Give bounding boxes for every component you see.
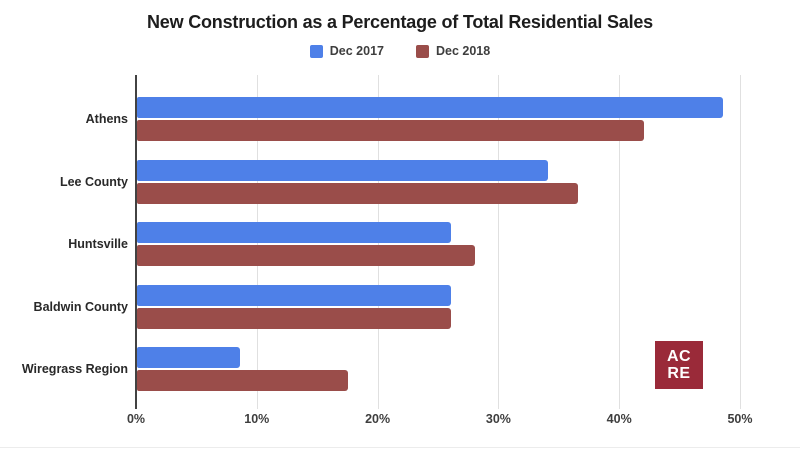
category-label-athens: Athens xyxy=(85,112,128,126)
bar-dec-2018-athens xyxy=(137,120,645,141)
bar-dec-2018-wiregrass-region xyxy=(137,370,349,391)
legend-item-dec-2017: Dec 2017 xyxy=(309,44,384,58)
gridline-50 xyxy=(740,75,741,409)
x-tick-label-10: 10% xyxy=(244,412,270,426)
plot-area xyxy=(135,75,760,409)
acre-logo-line1: AC xyxy=(666,348,692,365)
legend-swatch-icon xyxy=(416,44,429,58)
gridline-40 xyxy=(619,75,621,409)
acre-logo-line2: RE xyxy=(667,365,691,382)
bar-dec-2018-huntsville xyxy=(137,245,476,266)
x-tick-label-50: 50% xyxy=(727,412,753,426)
bar-dec-2017-huntsville xyxy=(137,222,452,243)
legend-swatch-icon xyxy=(309,44,323,58)
bar-dec-2017-lee-county xyxy=(137,159,548,181)
bar-dec-2017-wiregrass-region xyxy=(137,347,240,368)
category-label-lee-county: Lee County xyxy=(59,174,128,189)
chart-legend: Dec 2017 Dec 2018 xyxy=(0,44,800,58)
bottom-edge-divider xyxy=(0,447,800,448)
bar-dec-2017-athens xyxy=(137,97,723,118)
bar-dec-2017-baldwin-county xyxy=(137,284,452,306)
y-axis-line xyxy=(135,75,137,409)
legend-label: Dec 2018 xyxy=(436,44,491,58)
acre-logo: AC RE xyxy=(655,341,703,389)
legend-label: Dec 2017 xyxy=(329,44,384,58)
bar-dec-2018-baldwin-county xyxy=(137,307,452,329)
legend-item-dec-2018: Dec 2018 xyxy=(416,44,490,58)
x-tick-label-20: 20% xyxy=(365,412,391,426)
x-tick-label-40: 40% xyxy=(606,412,632,426)
gridline-30 xyxy=(498,75,500,409)
category-label-huntsville: Huntsville xyxy=(68,237,128,251)
chart-title: New Construction as a Percentage of Tota… xyxy=(146,12,653,32)
x-tick-label-0: 0% xyxy=(126,412,146,426)
category-label-baldwin-county: Baldwin County xyxy=(33,299,128,314)
category-label-wiregrass-region: Wiregrass Region xyxy=(21,362,128,376)
x-tick-label-30: 30% xyxy=(485,412,511,426)
bar-dec-2018-lee-county xyxy=(137,182,578,204)
